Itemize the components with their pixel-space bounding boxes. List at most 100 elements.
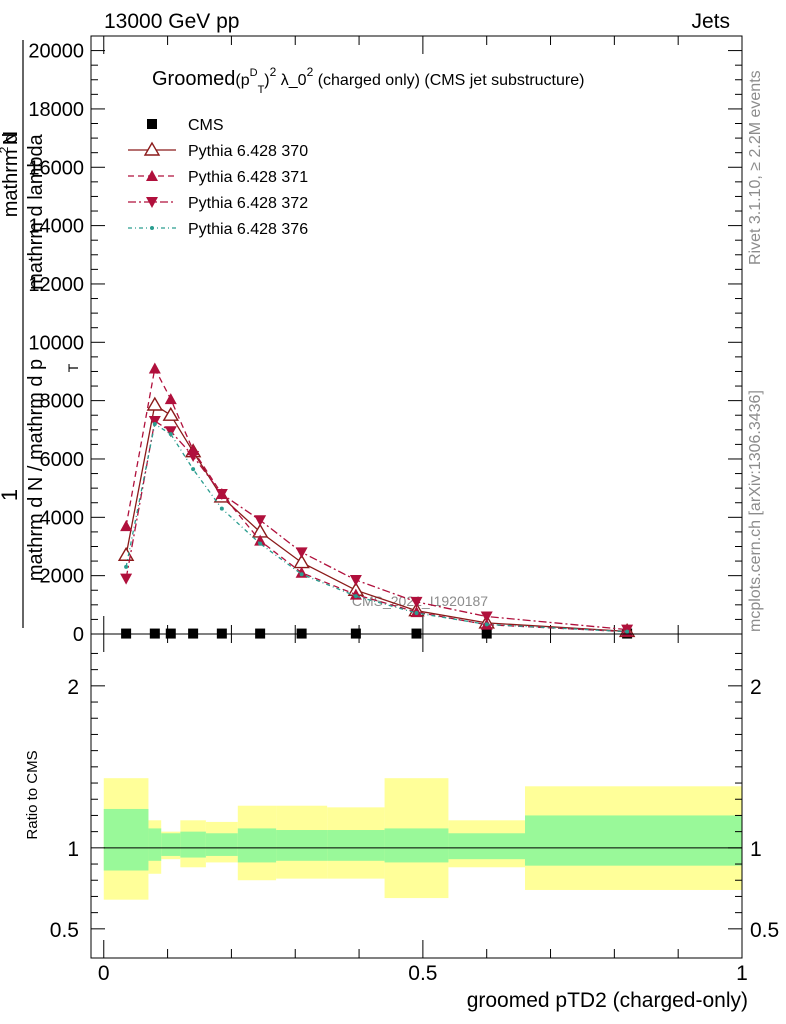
y-tick-label: 4000 — [40, 507, 85, 529]
ratio-y-tick-label-right: 0.5 — [750, 919, 779, 942]
legend-item: Pythia 6.428 372 — [128, 195, 308, 212]
y-axis-label-N: N — [0, 131, 22, 145]
y-axis-label-numerator: 1 — [0, 489, 22, 501]
data-point — [120, 520, 133, 532]
data-point — [152, 421, 157, 426]
y-tick-label: 12000 — [28, 274, 84, 296]
x-tick-label: 0.5 — [408, 962, 437, 985]
title-lambda: λ_0 — [276, 72, 306, 89]
data-point — [480, 611, 493, 623]
data-point — [187, 451, 200, 463]
inner-band — [237, 828, 277, 863]
data-point — [162, 406, 179, 421]
uncertainty-bands — [103, 778, 742, 900]
legend-marker — [150, 226, 154, 230]
legend: CMS Pythia 6.428 370 Pythia 6.428 371 Pythi… — [128, 117, 308, 238]
legend-label: Pythia 6.428 372 — [188, 195, 308, 212]
data-point — [484, 622, 489, 627]
data-point — [164, 426, 177, 438]
legend-marker — [143, 141, 161, 156]
data-point — [124, 564, 129, 569]
legend-marker — [146, 170, 158, 181]
data-point — [349, 575, 362, 587]
title-suffix: (charged only) (CMS jet substructure) — [313, 72, 584, 89]
y-axis-label-d: mathrm d — [0, 133, 22, 217]
legend-item: Pythia 6.428 371 — [128, 169, 308, 186]
inner-band — [327, 830, 385, 861]
series-4 — [124, 421, 630, 634]
rivet-version-label: Rivet 3.1.10, ≥ 2.2M events — [747, 70, 764, 265]
data-point — [295, 547, 308, 559]
ratio-y-axis-label: Ratio to CMS — [24, 750, 41, 839]
inner-band — [161, 833, 181, 856]
x-tick-label: 0 — [98, 962, 110, 985]
ratio-y-tick-label: 2 — [67, 676, 79, 699]
inner-band — [276, 830, 328, 861]
y-tick-label: 8000 — [40, 391, 85, 413]
title-math-rest: ) — [264, 72, 269, 89]
data-point — [299, 572, 304, 577]
y-tick-label: 2000 — [40, 566, 85, 588]
ratio-y-tick-label: 1 — [67, 838, 79, 861]
ratio-y-tick-label: 0.5 — [50, 919, 79, 942]
title-math-sub: T — [258, 84, 265, 96]
y-tick-label: 10000 — [28, 332, 84, 354]
y-axis-label-lambda: mathrm d lambda — [25, 133, 47, 289]
x-axis-label: groomed pTD2 (charged-only) — [467, 989, 748, 1012]
inner-band — [525, 815, 742, 866]
ratio-frame — [90, 633, 743, 959]
data-point — [625, 629, 630, 634]
legend-label: Pythia 6.428 370 — [188, 143, 308, 160]
data-point — [254, 515, 267, 527]
data-point — [215, 488, 228, 500]
inner-band — [384, 828, 449, 863]
title-math-sup: D — [250, 67, 258, 79]
data-point — [146, 396, 164, 411]
x-tick-label: 1 — [736, 962, 748, 985]
chart-title: Groomed(pDT)2 λ_02 (charged only) (CMS j… — [152, 65, 584, 96]
main-panel: 0 2000 4000 6000 8000 10000 12000 14000 16000 180… — [0, 35, 743, 646]
data-point — [191, 467, 196, 472]
data-point — [164, 393, 177, 405]
y-axis-label-sub: T — [65, 363, 81, 372]
ratio-y-tick-label-right: 1 — [750, 838, 762, 861]
title-prefix: Groomed — [152, 68, 235, 90]
inner-band — [205, 833, 238, 856]
data-point — [120, 573, 133, 585]
y-tick-label: 20000 — [28, 41, 84, 63]
y-tick-label: 14000 — [28, 216, 84, 238]
data-point — [258, 541, 263, 546]
data-point — [254, 534, 267, 546]
y-tick-label: 6000 — [40, 449, 85, 471]
y-tick-label: 18000 — [28, 99, 84, 121]
inner-band — [148, 828, 162, 861]
legend-marker — [147, 119, 157, 129]
header-process-label: Jets — [691, 10, 730, 33]
series-line — [125, 403, 628, 633]
data-point — [219, 506, 224, 511]
y-tick-label: 16000 — [28, 157, 84, 179]
legend-marker — [146, 197, 158, 208]
legend-item: Pythia 6.428 376 — [128, 221, 308, 238]
data-point — [168, 432, 173, 437]
series-3 — [120, 416, 634, 636]
inner-band — [448, 833, 525, 860]
ratio-y-tick-label-right: 2 — [750, 676, 762, 699]
legend-item: CMS — [147, 117, 224, 134]
inner-band — [180, 831, 206, 858]
data-point — [414, 610, 419, 615]
mcplots-label: mcplots.cern.ch [arXiv:1306.3436] — [747, 390, 764, 632]
data-point — [148, 362, 161, 374]
y-axis-label-sup: 2 — [0, 146, 11, 153]
header-energy-label: 13000 GeV pp — [104, 10, 239, 33]
title-math-base: (p — [235, 72, 249, 89]
y-tick-label: 0 — [73, 624, 84, 646]
y-axis-label-denominator: mathrm d N / mathrm d p — [25, 359, 47, 581]
legend-label: Pythia 6.428 376 — [188, 221, 308, 238]
legend-label: CMS — [188, 117, 224, 134]
title-math-sup2: 2 — [270, 65, 277, 79]
inner-band — [103, 808, 149, 871]
title-lambda-sup: 2 — [307, 65, 314, 79]
